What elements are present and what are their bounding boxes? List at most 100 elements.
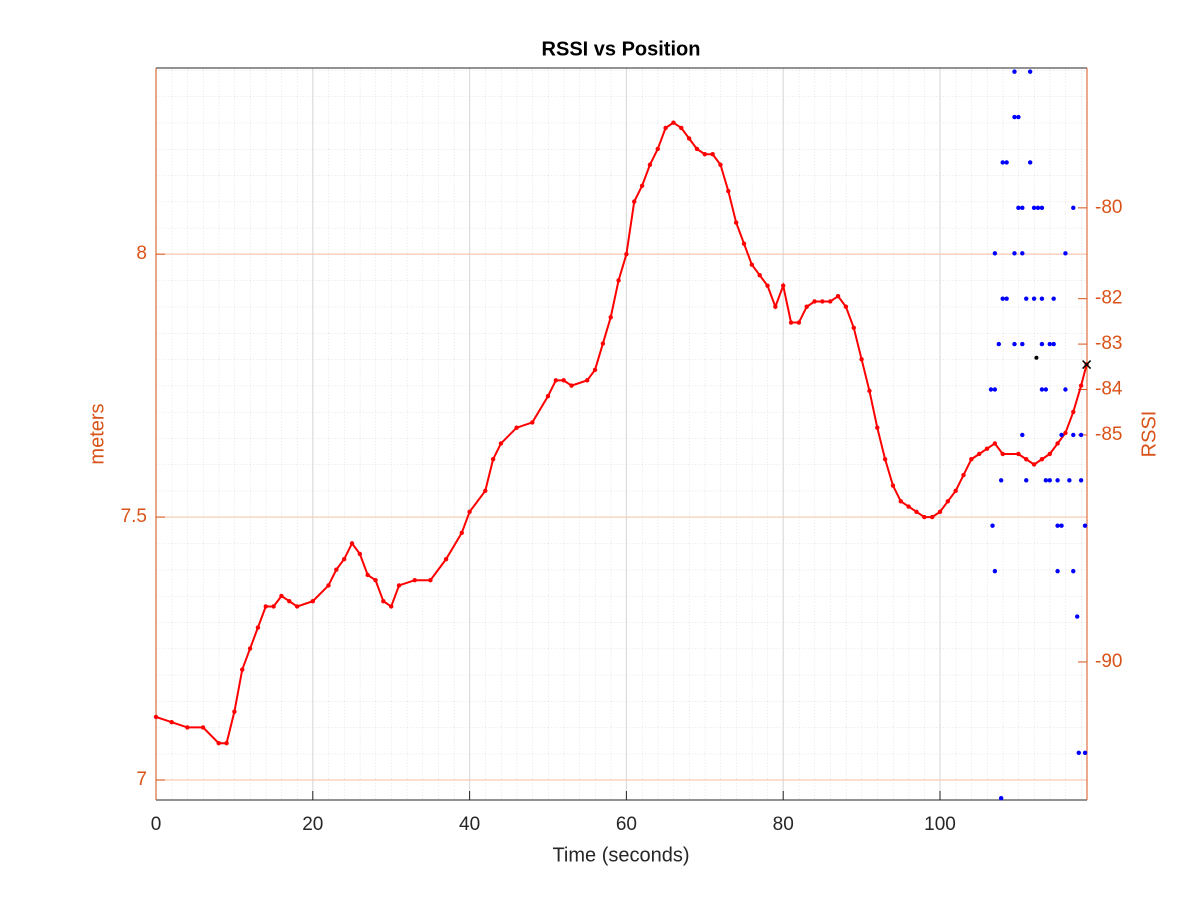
y2-tick-label: -85 [1095,424,1122,445]
y2-tick-label: -90 [1095,651,1122,672]
data-point [467,509,472,515]
data-point [1031,205,1037,211]
data-point [600,341,606,346]
data-point [310,599,315,604]
data-point [396,583,402,588]
data-point [443,556,449,562]
data-point [1039,296,1045,301]
data-point [757,272,762,278]
data-point [1043,478,1049,483]
data-point [851,325,856,330]
data-point [686,136,692,141]
y-tick-label: 8 [136,243,147,264]
data-point [1047,451,1052,457]
data-point [992,568,998,574]
data-point [859,357,864,362]
y2-tick-label: -83 [1095,333,1122,354]
data-point [1078,432,1084,438]
data-point [1067,478,1072,483]
data-point [1027,69,1033,74]
data-point [271,604,276,609]
data-point [1071,432,1076,438]
marker [1034,355,1039,360]
data-point [1016,451,1021,457]
data-point [843,304,849,309]
data-point [185,725,190,730]
y-axis-label: meters [86,403,108,464]
data-point [1039,205,1045,211]
data-point [1039,341,1045,347]
data-point [977,451,982,457]
data-point [992,441,998,446]
data-point [216,741,221,746]
data-point [663,125,668,131]
data-point [882,457,888,462]
data-point [1055,568,1060,574]
data-point [1055,523,1060,528]
data-point [608,315,613,320]
y2-tick-label: -80 [1095,197,1122,218]
data-point [922,514,927,520]
x-tick-label: 20 [302,814,323,835]
data-point [569,383,574,388]
data-point [1020,341,1025,347]
data-point [969,457,974,462]
data-point [812,299,817,304]
data-point [349,541,355,546]
data-point [1016,114,1021,120]
data-point [632,199,637,204]
x-axis-label: Time (seconds) [552,844,689,866]
data-point [765,283,770,288]
data-point [1059,432,1064,438]
data-point [639,183,645,188]
data-point [1078,383,1084,388]
data-point [592,367,598,373]
data-point [490,457,496,462]
x-tick-label: 100 [924,814,956,835]
data-point [710,152,715,157]
data-point [781,283,786,288]
data-point [671,120,676,125]
data-point [655,146,660,152]
data-point [875,425,880,430]
data-point [953,488,958,493]
data-point [287,599,292,604]
data-point [1055,478,1060,483]
data-point [1016,205,1021,211]
data-point [232,709,237,714]
data-point [796,320,802,325]
data-point [998,478,1004,483]
data-point [702,152,707,157]
data-point [937,509,943,515]
data-point [984,446,990,451]
data-point [365,572,370,578]
data-point [389,604,394,609]
y2-tick-label: -84 [1095,379,1123,400]
data-point [1071,568,1076,574]
data-point [334,567,339,572]
minor-grid [156,68,1087,800]
y-tick-label: 7 [136,769,147,790]
x-tick-label: 80 [773,814,794,835]
data-point [498,441,504,446]
data-point [1000,160,1005,165]
data-point [1020,205,1025,211]
data-point [1027,160,1033,165]
data-point [945,499,951,504]
data-point [749,262,755,267]
data-point [1082,750,1088,755]
data-point [1047,341,1052,347]
data-point [357,551,363,557]
data-point [1000,451,1005,457]
data-point [1051,296,1056,301]
data-point [224,741,229,746]
data-point [1020,432,1025,438]
data-point [255,625,261,630]
data-point [263,604,268,609]
data-point [1076,750,1081,755]
data-point [1039,387,1045,392]
data-point [828,299,833,304]
data-point [153,714,159,720]
data-point [514,425,519,430]
data-point [1031,296,1037,301]
